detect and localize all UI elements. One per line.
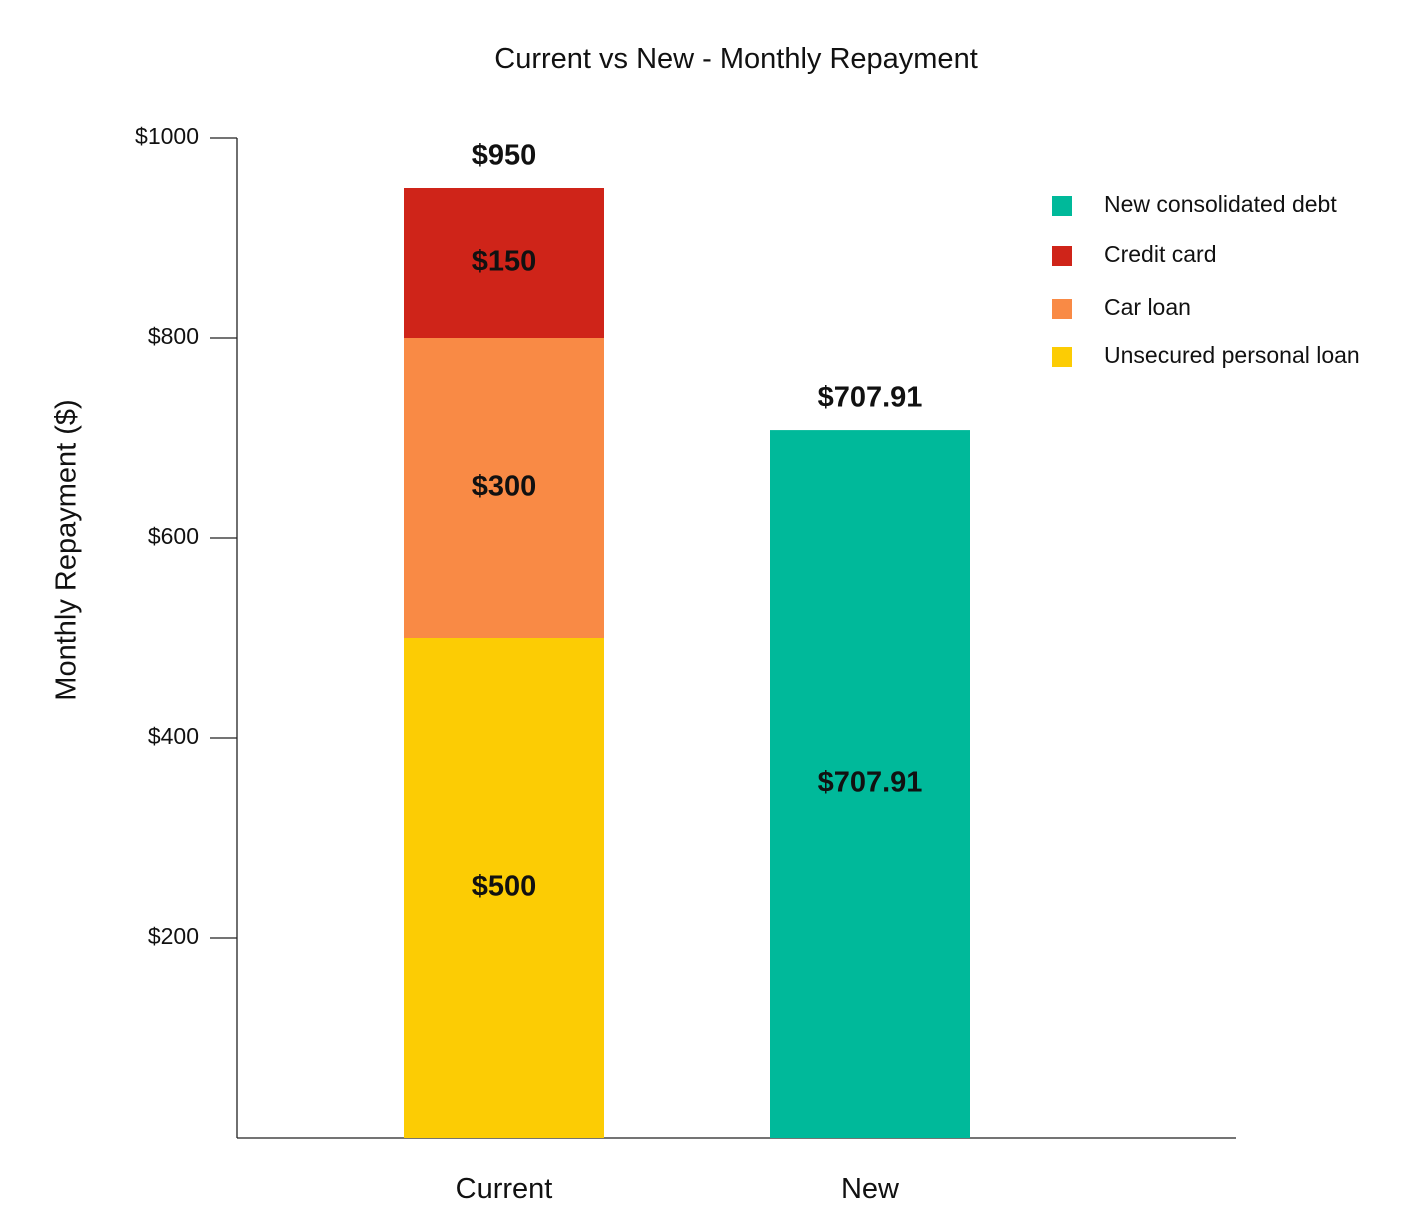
segment-value-label: $707.91 [818, 767, 923, 799]
legend-label: Unsecured personal loan [1104, 342, 1360, 368]
legend-swatch [1052, 246, 1072, 266]
y-tick-label: $800 [148, 323, 199, 349]
chart-title: Current vs New - Monthly Repayment [494, 43, 978, 75]
legend-label: New consolidated debt [1104, 191, 1337, 217]
bars [404, 188, 970, 1139]
bar-segment [770, 430, 970, 1139]
legend-swatch [1052, 347, 1072, 367]
segment-value-label: $500 [472, 871, 537, 903]
x-category-label: New [841, 1173, 900, 1205]
y-axis-label: Monthly Repayment ($) [51, 399, 83, 700]
bar-total-label: $707.91 [818, 382, 923, 414]
bar-segment [404, 188, 604, 338]
bar-labels: $500 $300 $150 $950 $707.91 $707.91 [472, 140, 923, 903]
y-tick-label: $600 [148, 523, 199, 549]
axes: $200 $400 $600 $800 $1000 Current New [135, 123, 1236, 1205]
bar-segment [404, 338, 604, 638]
bar-total-label: $950 [472, 140, 537, 172]
bar-segment [404, 638, 604, 1138]
legend: New consolidated debt Credit card Car loan… [1052, 191, 1360, 368]
legend-swatch [1052, 196, 1072, 216]
segment-value-label: $150 [472, 246, 537, 278]
x-category-label: Current [456, 1173, 553, 1205]
legend-swatch [1052, 299, 1072, 319]
legend-label: Car loan [1104, 294, 1191, 320]
segment-value-label: $300 [472, 471, 537, 503]
y-tick-label: $400 [148, 723, 199, 749]
y-tick-label: $200 [148, 923, 199, 949]
legend-label: Credit card [1104, 241, 1216, 267]
y-tick-label: $1000 [135, 123, 199, 149]
